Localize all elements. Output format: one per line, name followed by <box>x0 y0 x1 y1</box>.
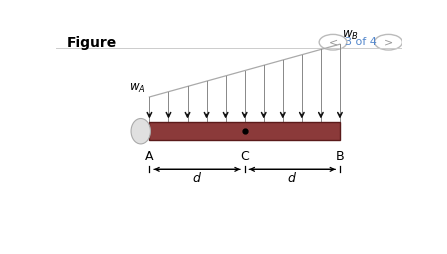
Ellipse shape <box>131 118 151 144</box>
Text: $w_A$: $w_A$ <box>129 82 146 95</box>
Text: >: > <box>384 37 393 47</box>
Text: <: < <box>329 37 337 47</box>
Text: $w_B$: $w_B$ <box>342 29 358 42</box>
Text: $d$: $d$ <box>287 171 297 185</box>
Text: Figure: Figure <box>66 36 117 50</box>
Text: A: A <box>145 150 154 163</box>
Text: B: B <box>336 150 344 163</box>
Bar <box>149 122 340 140</box>
Text: 3 of 4: 3 of 4 <box>345 37 377 47</box>
Text: C: C <box>240 150 249 163</box>
Text: $d$: $d$ <box>192 171 202 185</box>
